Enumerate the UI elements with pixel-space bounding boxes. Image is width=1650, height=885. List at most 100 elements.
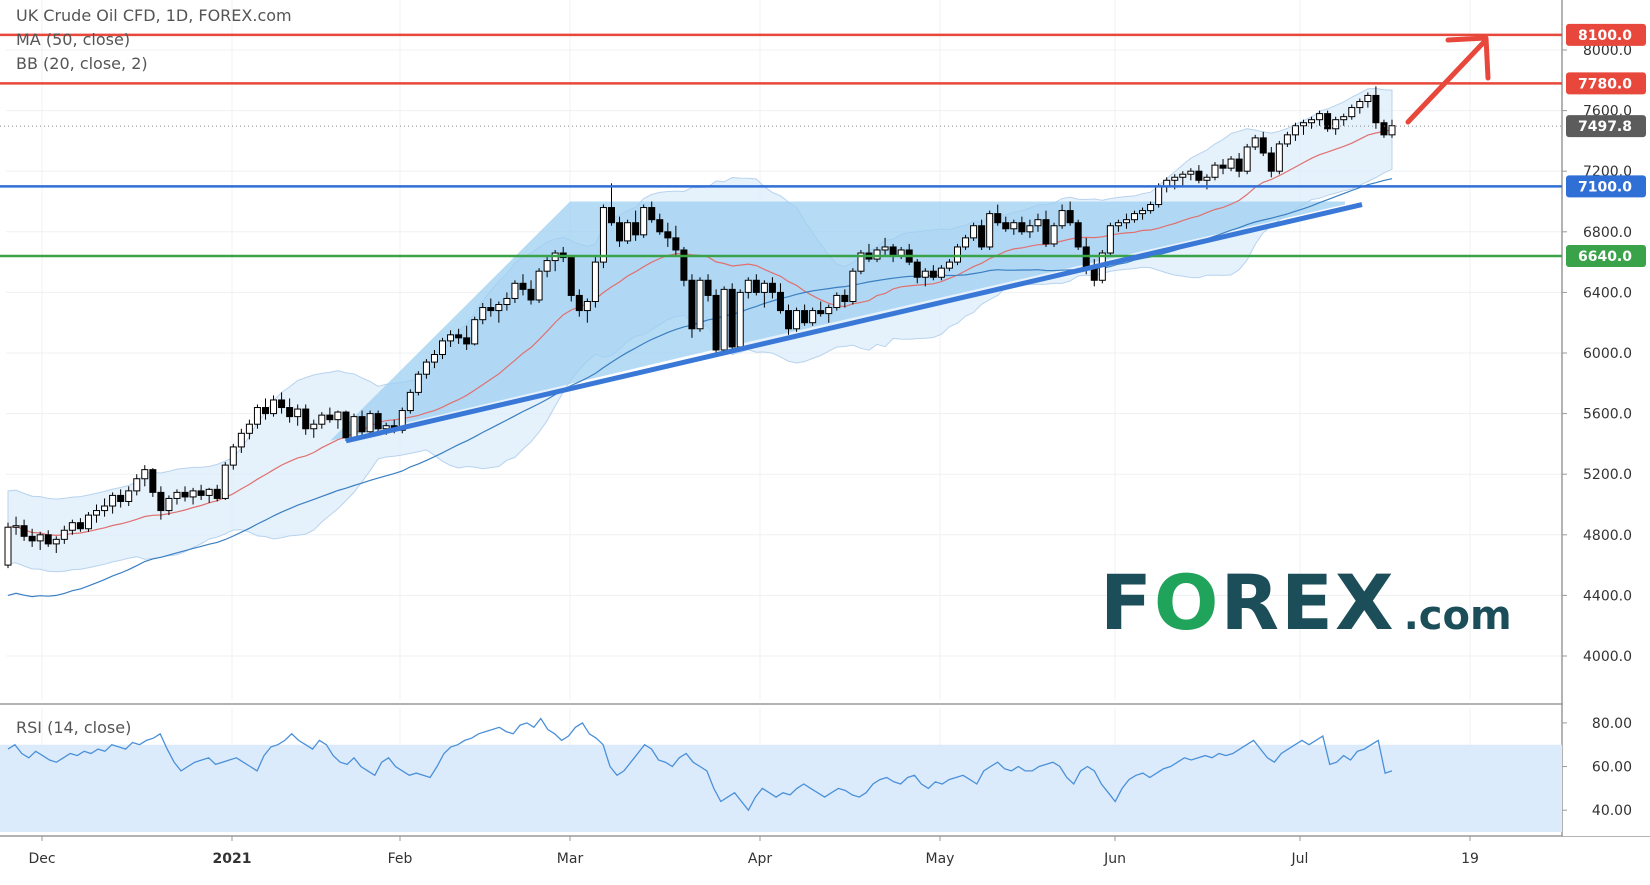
candle-body <box>141 469 149 480</box>
candle <box>688 274 696 338</box>
triangle-pattern <box>330 201 1345 441</box>
candle <box>245 419 253 440</box>
candle <box>261 398 269 420</box>
candle <box>744 277 752 299</box>
candle-body <box>688 279 696 330</box>
candle-body <box>278 399 286 409</box>
candle <box>849 268 857 305</box>
candle-body <box>825 307 833 315</box>
candle <box>1010 219 1018 235</box>
candle-body <box>28 535 36 542</box>
candle-body <box>157 491 165 512</box>
candle-body <box>857 252 865 272</box>
candle-body <box>527 288 535 301</box>
level-tag-6640.0-bg <box>1566 245 1646 268</box>
candle-body <box>1114 222 1122 227</box>
candle <box>768 277 776 299</box>
candle-body <box>1026 225 1034 233</box>
candle-body <box>599 207 607 263</box>
candle <box>809 307 817 326</box>
candle <box>1291 122 1299 141</box>
candle <box>776 283 784 314</box>
candle-body <box>1122 219 1130 224</box>
candle-body <box>133 478 141 492</box>
candle-body <box>326 414 334 421</box>
time-tick-label: Mar <box>557 851 584 867</box>
candle <box>1372 86 1380 129</box>
rsi-indicator-label[interactable]: RSI (14, close) <box>16 718 132 737</box>
candle-body <box>149 469 157 493</box>
candle-body <box>439 340 447 356</box>
time-tick-label: 19 <box>1461 851 1479 867</box>
candle <box>109 492 117 514</box>
candle-body <box>543 260 551 272</box>
candlesticks <box>4 86 1396 569</box>
candle <box>1332 116 1340 135</box>
candle <box>125 486 133 507</box>
annotations <box>345 35 1491 444</box>
candle <box>439 337 447 360</box>
candle <box>366 410 374 435</box>
candle-body <box>93 510 101 516</box>
rsi-line <box>7 717 1393 812</box>
candle <box>994 204 1002 226</box>
candle-body <box>270 399 278 415</box>
candle <box>430 349 438 369</box>
candle-body <box>261 407 269 415</box>
candle <box>1283 131 1291 147</box>
candle <box>1018 216 1026 235</box>
candle <box>1348 104 1356 120</box>
candle <box>793 307 801 332</box>
candle-body <box>1203 176 1211 181</box>
candle-body <box>970 225 978 239</box>
candle <box>471 316 479 346</box>
candle-body <box>752 279 760 293</box>
logo-letters-rex: REX <box>1220 558 1396 647</box>
candle-body <box>1275 143 1283 172</box>
candle-body <box>495 304 503 312</box>
candle-body <box>1283 134 1291 145</box>
candle <box>165 495 173 516</box>
candle <box>237 428 245 453</box>
candle <box>173 489 181 505</box>
logo-suffix: .com <box>1403 593 1512 639</box>
candle-body <box>487 307 495 312</box>
candle <box>817 301 825 317</box>
rising-trendline <box>345 202 1363 444</box>
candle-body <box>117 494 125 502</box>
candle <box>479 303 487 325</box>
candle <box>1259 131 1267 157</box>
candle-body <box>672 237 680 251</box>
candle-body <box>1267 152 1275 172</box>
candle-body <box>1042 219 1050 245</box>
candle <box>294 404 302 426</box>
candle-body <box>889 246 897 257</box>
candle-body <box>52 538 60 545</box>
candle <box>825 304 833 323</box>
candle <box>1324 110 1332 132</box>
candle <box>736 289 744 350</box>
ma-indicator-label[interactable]: MA (50, close) <box>16 30 131 49</box>
candle-body <box>1058 210 1066 227</box>
candle-body <box>736 291 744 348</box>
candle <box>447 330 455 347</box>
candle-body <box>913 261 921 278</box>
candle <box>253 404 261 429</box>
price-tick-label: 6400.0 <box>1583 285 1632 301</box>
price-axis-bg <box>1563 0 1650 836</box>
candle <box>205 487 213 503</box>
candle-body <box>801 310 809 324</box>
candle <box>76 518 84 532</box>
candle <box>1227 156 1235 172</box>
bb-indicator-label[interactable]: BB (20, close, 2) <box>16 54 148 73</box>
candle <box>704 274 712 302</box>
candle-body <box>173 491 181 499</box>
candle-body <box>1251 137 1259 148</box>
candle <box>720 286 728 353</box>
time-axis: Dec 2021 Feb Mar Apr May Jun Jul 19 <box>28 836 1479 867</box>
candle <box>801 304 809 326</box>
candle-body <box>785 310 793 330</box>
candle-body <box>382 425 390 430</box>
candle <box>632 210 640 241</box>
